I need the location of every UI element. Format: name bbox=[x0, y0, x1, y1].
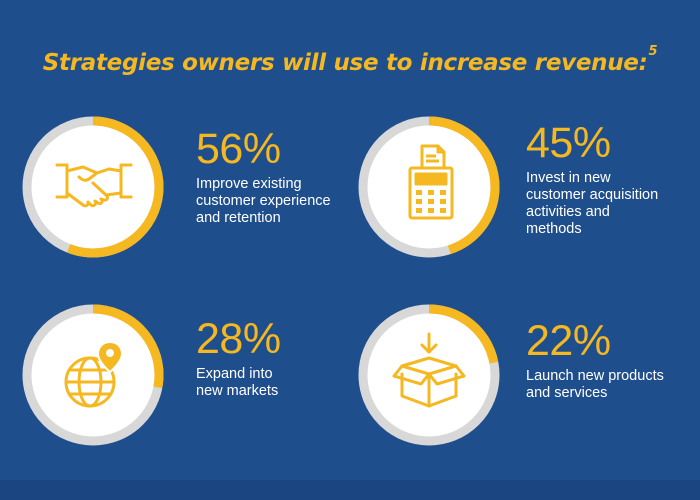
stat-card-customer-experience: 56% Improve existing customer experience… bbox=[18, 112, 358, 282]
ring-inner bbox=[33, 315, 153, 435]
progress-ring bbox=[22, 304, 164, 446]
stat-percent: 45% bbox=[526, 119, 611, 167]
cash-register-icon bbox=[406, 142, 456, 224]
title-footnote: 5 bbox=[648, 44, 658, 59]
stat-card-customer-acquisition: 45% Invest in new customer acquisition a… bbox=[354, 112, 694, 282]
stat-description: Invest in new customer acquisition activ… bbox=[526, 170, 659, 237]
ring-value-arc bbox=[358, 304, 500, 446]
stat-description: Launch new products and services bbox=[526, 368, 664, 401]
footer-band bbox=[0, 480, 700, 500]
progress-ring bbox=[22, 116, 164, 258]
stat-percent: 56% bbox=[196, 125, 281, 173]
progress-ring bbox=[358, 116, 500, 258]
stat-description: Expand into new markets bbox=[196, 366, 279, 399]
stat-description: Improve existing customer experience and… bbox=[196, 176, 331, 226]
globe-pin-icon bbox=[60, 338, 130, 410]
ring-value-arc bbox=[22, 116, 164, 258]
ring-value-arc bbox=[358, 116, 500, 258]
stat-percent: 28% bbox=[196, 315, 281, 363]
handshake-icon bbox=[53, 157, 135, 217]
ring-value-arc bbox=[22, 304, 164, 446]
title-text: Strategies owners will use to increase r… bbox=[42, 50, 648, 76]
open-box-icon bbox=[388, 330, 470, 410]
ring-inner bbox=[369, 127, 489, 247]
stat-percent: 22% bbox=[526, 317, 611, 365]
stat-card-new-products: 22% Launch new products and services bbox=[354, 300, 694, 470]
ring-inner bbox=[33, 127, 153, 247]
infographic-title: Strategies owners will use to increase r… bbox=[0, 44, 700, 76]
stat-card-new-markets: 28% Expand into new markets bbox=[18, 300, 358, 470]
